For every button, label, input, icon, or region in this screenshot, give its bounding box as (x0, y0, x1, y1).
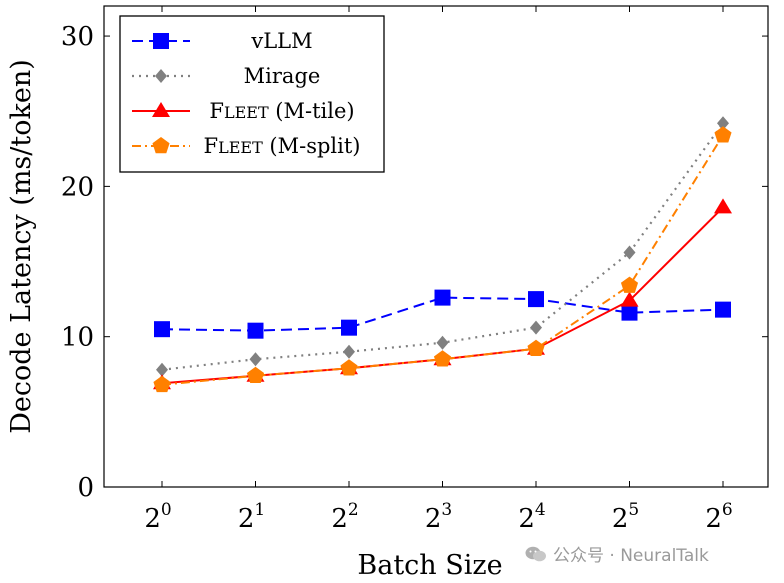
data-point (156, 362, 168, 377)
data-point (340, 359, 358, 376)
data-point (530, 320, 542, 335)
x-tick-label: 22 (331, 500, 358, 534)
data-point (714, 198, 732, 214)
data-point (436, 335, 449, 350)
series-vllm (154, 289, 731, 339)
data-point (620, 291, 639, 307)
series-mirage (156, 116, 729, 377)
legend-label: Mirage (244, 64, 321, 88)
data-point (714, 126, 732, 143)
series-fleet-m-split (153, 126, 732, 393)
x-tick-label: 23 (425, 500, 452, 534)
legend-marker (152, 102, 170, 117)
x-tick-label: 20 (144, 500, 171, 534)
x-axis-title: Batch Size (357, 550, 502, 581)
y-axis-title: Decode Latency (ms/token) (6, 59, 37, 434)
x-tick-label: 21 (238, 500, 265, 534)
legend: vLLM Mirage FLEET (M-tile) FLEET (M-split) (119, 15, 385, 173)
wechat-icon (525, 546, 546, 561)
legend-label: FLEET (M-tile) (209, 99, 354, 123)
data-point (527, 339, 545, 356)
data-point (621, 304, 638, 321)
data-point (247, 322, 264, 339)
data-point (249, 352, 262, 367)
legend-label: FLEET (M-split) (204, 134, 361, 158)
data-point (715, 301, 731, 318)
data-point (434, 289, 451, 306)
data-point (341, 319, 357, 336)
x-tick-label: 26 (705, 500, 732, 534)
x-tick-label: 24 (518, 500, 545, 534)
watermark: 公众号 · NeuralTalk (525, 541, 709, 566)
legend-marker (155, 69, 167, 83)
watermark-text: 公众号 · NeuralTalk (553, 546, 709, 566)
data-point (623, 245, 636, 260)
x-tick-label: 25 (612, 500, 639, 534)
legend-marker (153, 33, 169, 49)
y-tick-label: 30 (61, 22, 94, 52)
plot-frame (103, 5, 769, 488)
data-point (717, 116, 729, 131)
data-point (246, 366, 265, 384)
y-tick-label: 20 (61, 172, 94, 202)
data-point (153, 375, 171, 393)
legend-label: vLLM (250, 29, 312, 53)
data-point (620, 276, 639, 293)
y-tick-label: 0 (77, 473, 94, 503)
data-point (343, 344, 355, 359)
data-point (528, 291, 544, 308)
legend-marker (152, 137, 170, 154)
y-tick-label: 10 (61, 323, 94, 353)
data-point (433, 350, 452, 367)
data-point (154, 321, 170, 338)
